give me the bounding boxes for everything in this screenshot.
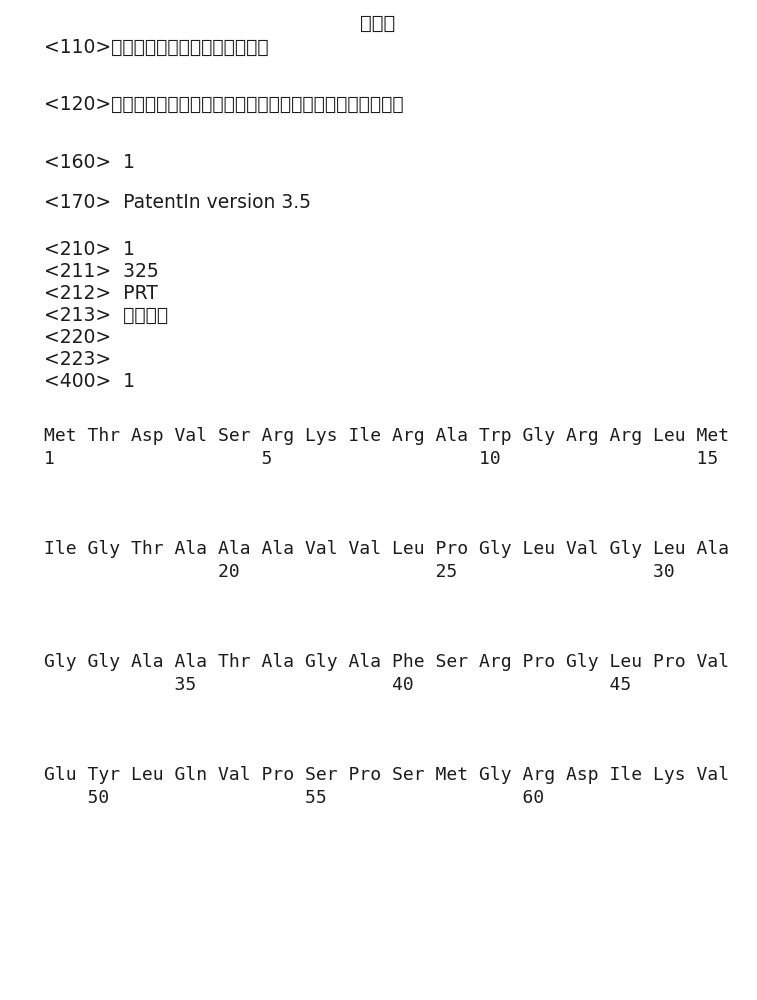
Text: <213>  人工序列: <213> 人工序列 xyxy=(44,306,168,325)
Text: <160>  1: <160> 1 xyxy=(44,153,135,172)
Text: <170>  PatentIn version 3.5: <170> PatentIn version 3.5 xyxy=(44,193,311,212)
Text: 35                  40                  45: 35 40 45 xyxy=(44,676,631,694)
Text: <400>  1: <400> 1 xyxy=(44,372,136,391)
Text: <210>  1: <210> 1 xyxy=(44,240,135,259)
Text: 1                   5                   10                  15: 1 5 10 15 xyxy=(44,450,718,468)
Text: Gly Gly Ala Ala Thr Ala Gly Ala Phe Ser Arg Pro Gly Leu Pro Val: Gly Gly Ala Ala Thr Ala Gly Ala Phe Ser … xyxy=(44,653,729,671)
Text: <223>: <223> xyxy=(44,350,111,369)
Text: 50                  55                  60: 50 55 60 xyxy=(44,789,544,807)
Text: <120>一种用于结核分枝杆菌及其抗原双重染色的试剂盒及其方法: <120>一种用于结核分枝杆菌及其抗原双重染色的试剂盒及其方法 xyxy=(44,95,403,114)
Text: <220>: <220> xyxy=(44,328,111,347)
Text: Glu Tyr Leu Gln Val Pro Ser Pro Ser Met Gly Arg Asp Ile Lys Val: Glu Tyr Leu Gln Val Pro Ser Pro Ser Met … xyxy=(44,766,729,784)
Text: Met Thr Asp Val Ser Arg Lys Ile Arg Ala Trp Gly Arg Arg Leu Met: Met Thr Asp Val Ser Arg Lys Ile Arg Ala … xyxy=(44,427,729,445)
Text: <212>  PRT: <212> PRT xyxy=(44,284,158,303)
Text: 序列表: 序列表 xyxy=(360,14,396,33)
Text: 20                  25                  30: 20 25 30 xyxy=(44,563,674,581)
Text: <211>  325: <211> 325 xyxy=(44,262,159,281)
Text: <110>首都医科大学附属北京胸科医院: <110>首都医科大学附属北京胸科医院 xyxy=(44,38,269,57)
Text: Ile Gly Thr Ala Ala Ala Val Val Leu Pro Gly Leu Val Gly Leu Ala: Ile Gly Thr Ala Ala Ala Val Val Leu Pro … xyxy=(44,540,729,558)
